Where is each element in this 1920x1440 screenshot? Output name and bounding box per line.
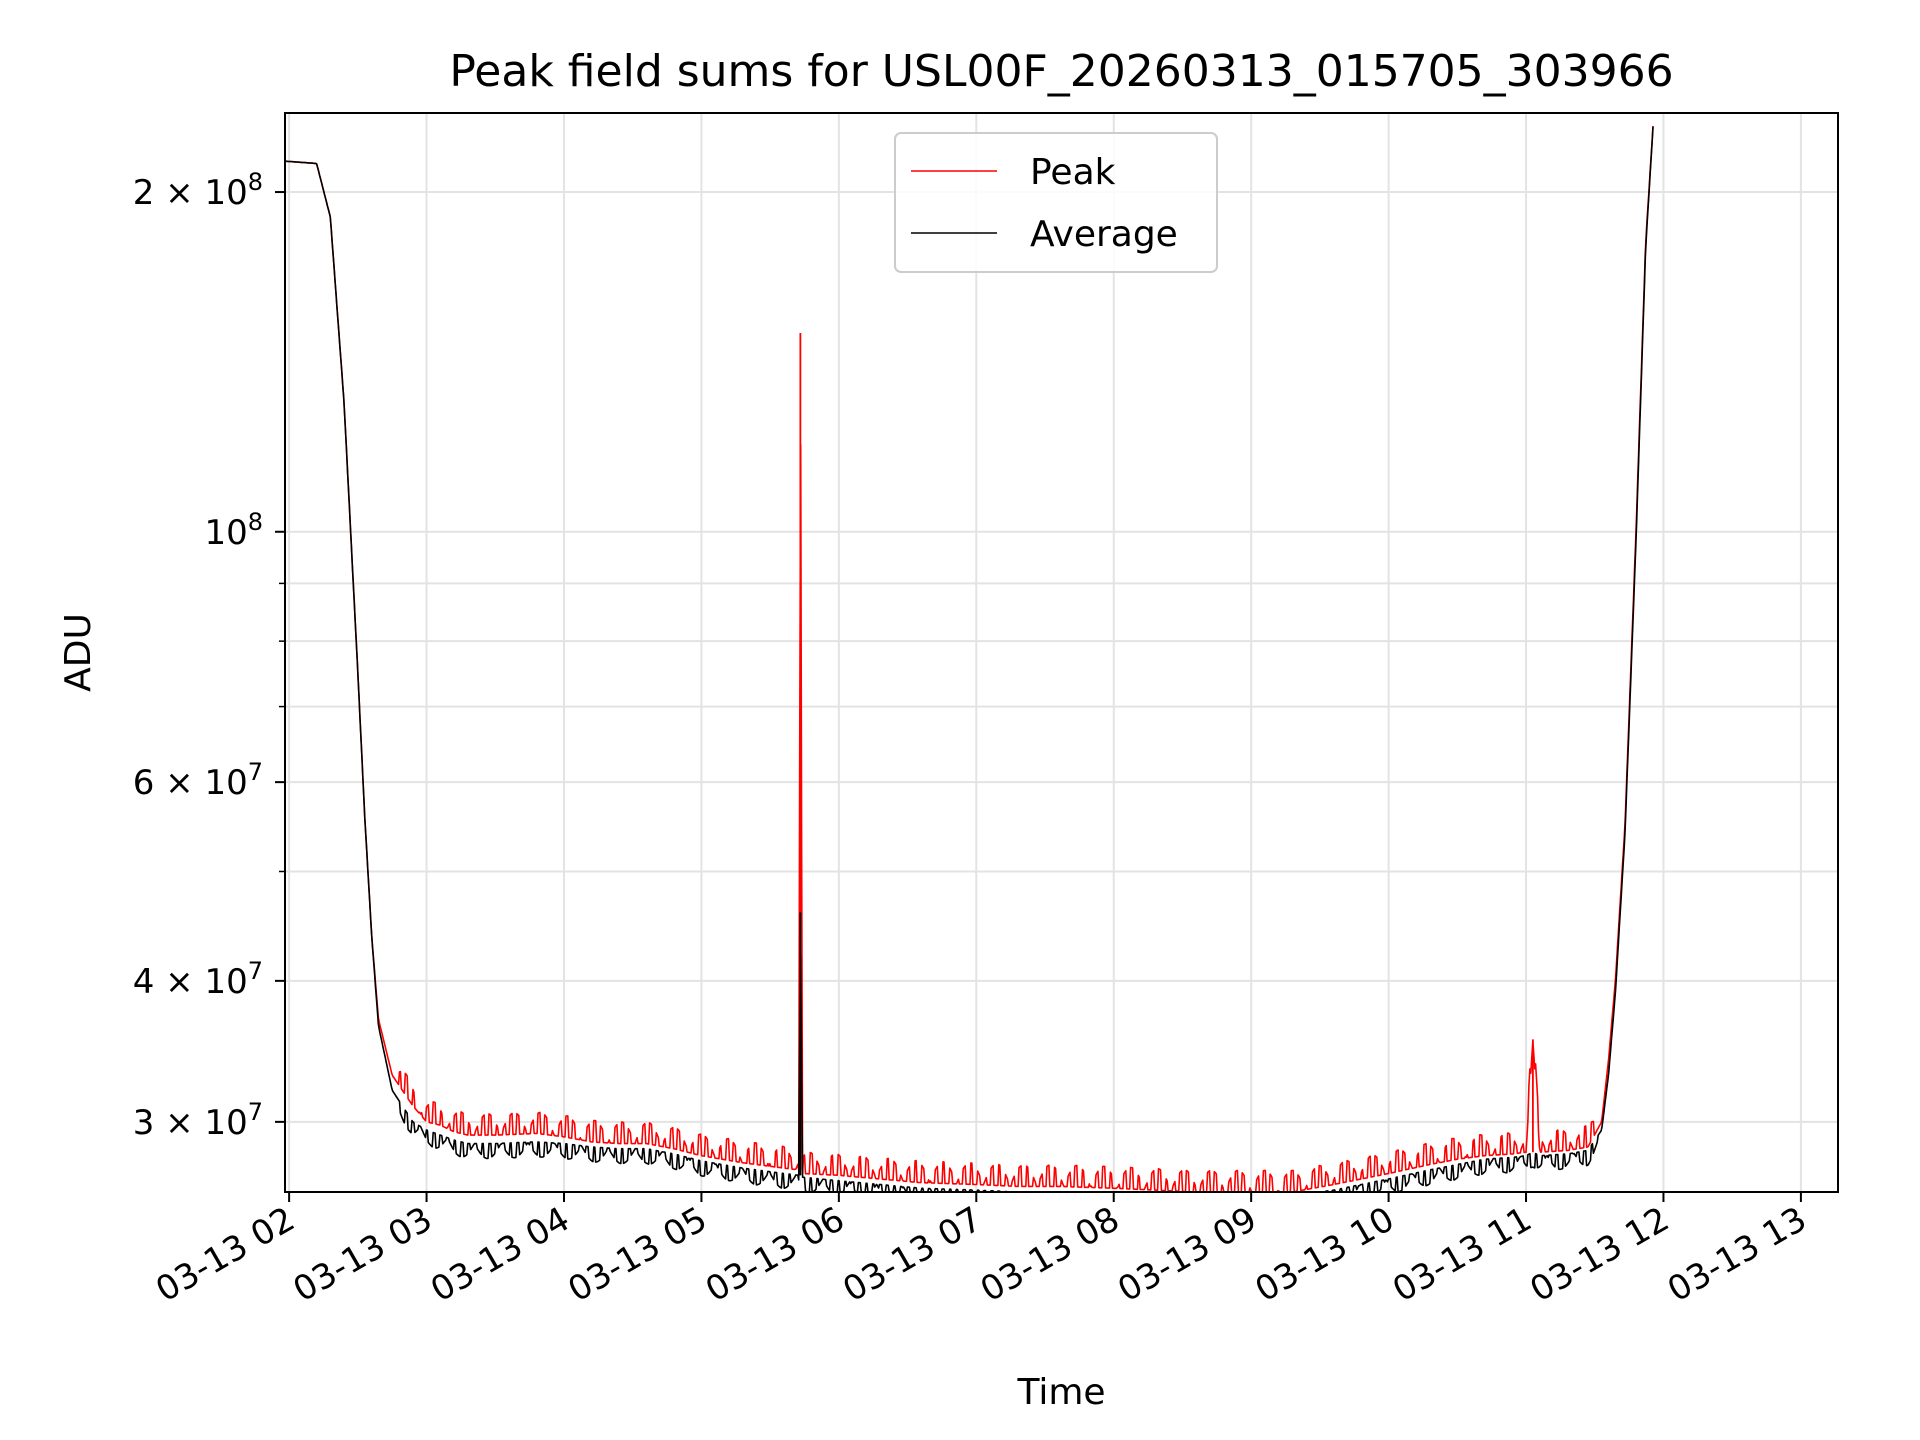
plot-frame: [284, 112, 1839, 1193]
y-tick-label: 3 × 107: [133, 1098, 263, 1143]
legend-label-average: Average: [1030, 214, 1178, 255]
grid: [285, 113, 1838, 1192]
legend-label-peak: Peak: [1030, 152, 1116, 193]
x-axis-label: Time: [1016, 1372, 1105, 1413]
y-axis-label: ADU: [58, 613, 99, 692]
legend: Peak Average: [894, 132, 1218, 273]
chart-title: Peak field sums for USL00F_20260313_0157…: [449, 46, 1673, 97]
y-tick-label: 108: [204, 508, 263, 553]
y-tick-label: 6 × 107: [133, 758, 263, 803]
legend-box: [894, 132, 1218, 273]
y-tick-label: 2 × 108: [133, 168, 263, 213]
y-tick-label: 4 × 107: [133, 957, 263, 1002]
y-axis-ticks: 2 × 108 108 6 × 107 4 × 107 3 × 107: [133, 168, 285, 1143]
series-line-peak: [285, 126, 1654, 1193]
